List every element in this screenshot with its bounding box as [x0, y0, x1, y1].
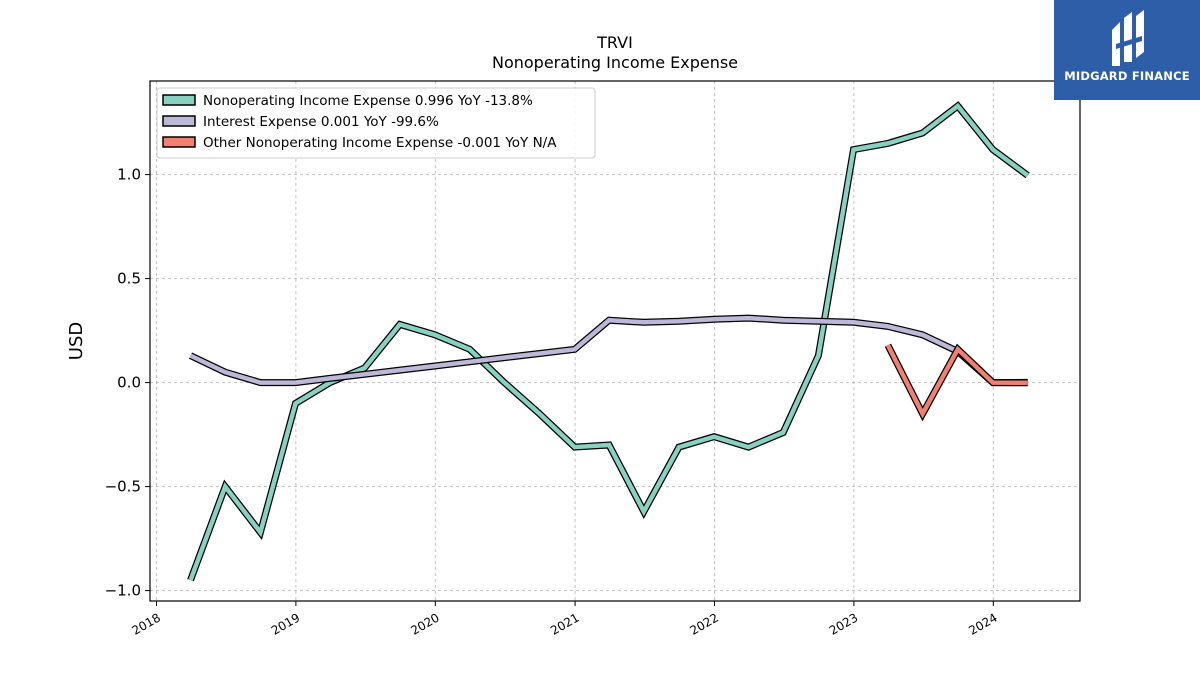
y-tick-label: 0.0 — [117, 374, 141, 392]
series-line — [885, 344, 1028, 419]
y-axis: −1.0 −0.5 0.0 0.5 1.0 — [105, 166, 150, 600]
series-1 — [188, 314, 1028, 387]
x-tick-label: 2020 — [408, 610, 441, 637]
x-tick-label: 2024 — [966, 610, 999, 637]
legend-swatch — [162, 115, 196, 127]
legend-box — [156, 87, 596, 159]
series-lines — [187, 101, 1030, 582]
chart-title: TRVI — [596, 33, 633, 52]
x-tick-label: 2021 — [548, 610, 581, 637]
logo-text: MIDGARD FINANCE — [1064, 69, 1190, 83]
chart-subtitle: Nonoperating Income Expense — [492, 53, 738, 72]
y-axis-label: USD — [66, 322, 87, 360]
series-2 — [884, 343, 1028, 422]
legend-swatch — [162, 94, 196, 106]
legend-swatch — [162, 136, 196, 148]
y-tick-label: 0.5 — [117, 270, 141, 288]
x-tick-label: 2022 — [688, 610, 721, 637]
x-tick-label: 2023 — [827, 610, 860, 637]
x-tick-label: 2019 — [269, 610, 302, 637]
plot-frame — [149, 80, 1081, 602]
y-tick-label: 1.0 — [117, 166, 141, 184]
legend-label: Nonoperating Income Expense 0.996 YoY -1… — [203, 93, 533, 109]
legend-label: Other Nonoperating Income Expense -0.001… — [203, 135, 557, 151]
grid-lines — [150, 81, 1080, 601]
brand-logo: MIDGARD FINANCE — [1054, 0, 1200, 100]
series-line-outline — [884, 343, 1028, 422]
legend-label: Interest Expense 0.001 YoY -99.6% — [203, 114, 439, 130]
series-0 — [187, 101, 1030, 582]
series-line-outline — [187, 101, 1030, 582]
y-tick-label: −0.5 — [105, 478, 141, 496]
legend: Nonoperating Income Expense 0.996 YoY -1… — [156, 87, 596, 159]
y-tick-label: −1.0 — [105, 582, 141, 600]
series-line — [188, 102, 1030, 581]
logo-mark-icon — [1112, 10, 1144, 66]
series-line — [189, 315, 1028, 385]
x-axis: 2018 2019 2020 2021 2022 2023 2024 — [130, 601, 1000, 638]
x-tick-label: 2018 — [130, 610, 163, 637]
